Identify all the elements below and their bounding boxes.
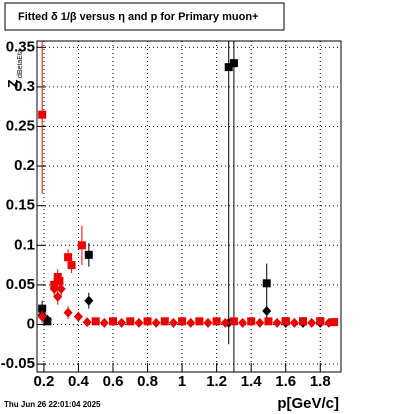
point [91,317,100,326]
x-tick-label: 0.8 [137,373,158,390]
x-tick-label: 0.6 [103,373,124,390]
x-tick-label: 1 [178,373,186,390]
point [195,317,204,326]
x-tick-label: 1.2 [206,373,227,390]
point [73,311,83,322]
point [151,317,161,328]
point [262,306,272,317]
x-tick-label: 1.4 [241,373,263,390]
point [281,317,290,326]
y-tick-label: 0.2 [14,157,35,174]
y-tick-label: 0.3 [14,78,35,95]
point [49,283,59,294]
point [330,318,339,327]
point [212,317,221,326]
x-tick-label: 1.8 [310,373,331,390]
point [53,291,63,302]
timestamp: Thu Jun 26 22:01:04 2025 [4,400,101,409]
point [264,317,273,326]
point [64,253,73,262]
y-axis-label-group: Z dBetaEta [5,49,24,88]
point [56,283,66,294]
point [160,317,169,326]
point [178,317,187,326]
point [203,317,213,328]
y-tick-label: 0.05 [6,276,35,293]
point [63,307,73,318]
point [324,317,334,328]
y-tick-label: 0.25 [6,117,35,134]
point [55,276,64,285]
point [117,317,127,328]
point [186,317,196,328]
chart-title: Fitted δ 1/β versus η and p for Primary … [18,11,258,23]
point [82,317,92,328]
point [126,317,135,326]
point [168,317,178,328]
y-tick-label: -0.05 [1,355,35,372]
point [307,317,317,328]
plot-frame [36,40,342,373]
point [299,317,307,326]
point [255,317,265,328]
point [84,250,93,259]
point [272,317,282,328]
point [229,59,238,68]
point [289,317,299,328]
x-axis-label: p[GeV/c] [277,395,339,412]
point [262,279,271,288]
x-tick-label: 0.2 [33,373,54,390]
y-tick-label: 0.1 [14,236,35,253]
point [247,317,256,326]
point [99,317,109,328]
point [238,317,248,328]
point [77,241,86,250]
x-tick-label: 0.4 [68,373,90,390]
point [134,317,144,328]
y-tick-label: 0.15 [6,197,35,214]
y-tick-label: 0 [27,315,35,332]
y-axis-label: Z [5,79,21,88]
y-tick-label: 0.35 [6,38,35,55]
point [37,311,47,322]
point [109,317,117,326]
point [84,295,94,306]
point [143,317,152,326]
point [229,317,238,326]
title-box [4,2,285,31]
y-axis-label-sub: dBetaEta [17,49,24,78]
point [220,317,230,328]
x-tick-label: 1.6 [275,373,296,390]
point [67,261,76,270]
point [38,110,47,119]
point [316,317,325,326]
point [224,63,233,72]
